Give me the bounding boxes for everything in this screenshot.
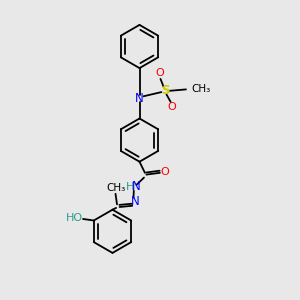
Text: N: N [131,180,140,194]
Text: N: N [135,92,144,105]
Text: CH₃: CH₃ [106,183,125,193]
Text: S: S [161,84,169,98]
Text: O: O [160,167,169,177]
Text: O: O [167,102,176,112]
Text: H: H [126,182,135,192]
Text: N: N [130,195,140,208]
Text: HO: HO [66,213,83,223]
Text: O: O [155,68,164,79]
Text: CH₃: CH₃ [191,84,210,94]
